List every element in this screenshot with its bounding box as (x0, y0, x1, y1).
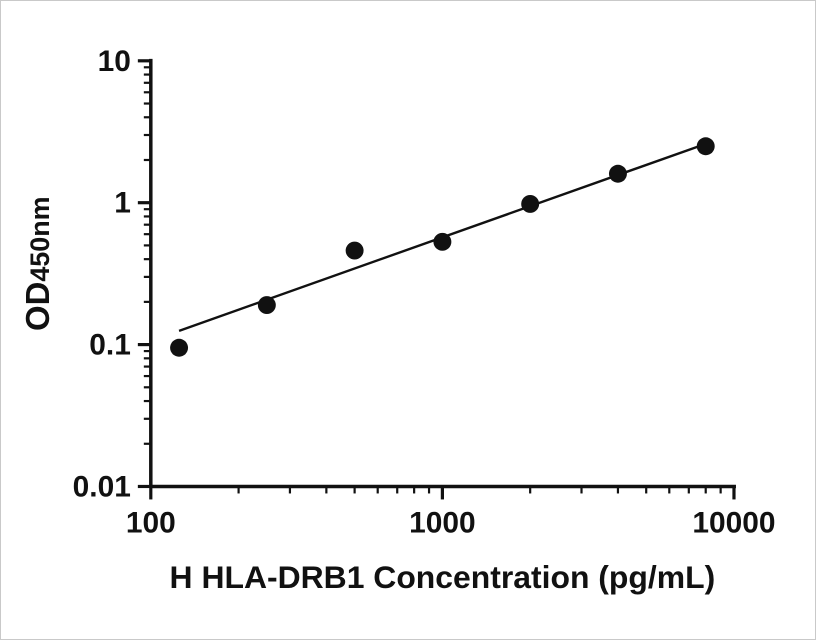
data-point (521, 194, 540, 213)
data-point (257, 296, 276, 315)
x-tick-label: 100 (126, 506, 176, 539)
data-point (608, 164, 627, 183)
x-tick-label: 10000 (692, 506, 775, 539)
data-point (170, 338, 189, 357)
y-axis-title: OD450nm (19, 196, 56, 331)
x-tick-label: 1000 (409, 506, 476, 539)
y-tick-label: 0.01 (73, 470, 131, 503)
y-tick-label: 10 (98, 45, 131, 78)
data-point (345, 241, 364, 260)
data-point (433, 232, 452, 251)
data-point (696, 137, 715, 156)
x-axis-title: H HLA-DRB1 Concentration (pg/mL) (170, 559, 716, 595)
y-tick-label: 1 (114, 187, 131, 220)
y-tick-label: 0.1 (89, 329, 131, 362)
